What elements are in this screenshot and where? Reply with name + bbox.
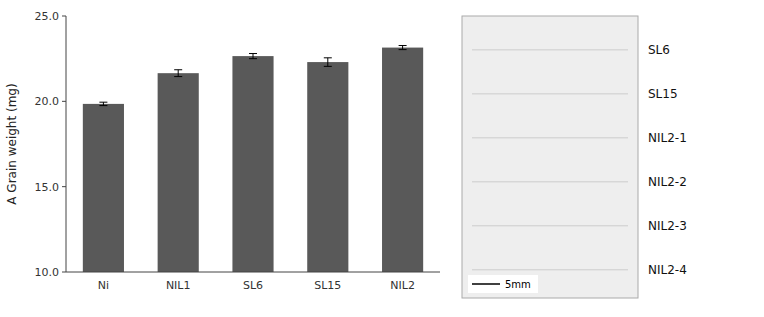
y-axis-line xyxy=(66,16,67,272)
y-axis: 10.0 15.0 20.0 25.0 xyxy=(35,10,67,279)
row-label: NIL2-4 xyxy=(648,263,687,277)
error-cap xyxy=(249,58,257,59)
bar xyxy=(158,73,199,272)
error-bar xyxy=(99,102,107,105)
error-cap xyxy=(399,45,407,46)
scale-box xyxy=(468,275,538,293)
row-label: NIL2-1 xyxy=(648,131,687,145)
error-bar xyxy=(324,58,332,67)
photo-row xyxy=(472,49,628,50)
y-tick xyxy=(62,186,66,187)
bar xyxy=(307,62,348,272)
chart-svg: 10.0 15.0 20.0 25.0 A Grain weight (mg) Ni NIL… xyxy=(0,0,764,317)
x-tick-label: NIL1 xyxy=(166,279,191,292)
error-cap xyxy=(249,53,257,54)
y-tick xyxy=(62,272,66,273)
error-cap xyxy=(399,49,407,50)
bars xyxy=(83,46,423,272)
x-axis-line xyxy=(66,272,440,273)
error-cap xyxy=(174,76,182,77)
photo-row xyxy=(472,93,628,94)
chart-root: 10.0 15.0 20.0 25.0 A Grain weight (mg) Ni NIL… xyxy=(0,0,764,317)
row-label: NIL2-3 xyxy=(648,219,687,233)
error-bar xyxy=(399,46,407,50)
y-tick-label: 10.0 xyxy=(35,266,60,279)
y-axis-label: A Grain weight (mg) xyxy=(5,83,19,204)
photo-row xyxy=(472,137,628,138)
y-tick-label: 25.0 xyxy=(35,10,60,23)
error-line xyxy=(402,46,403,50)
error-cap xyxy=(174,69,182,70)
row-label: SL6 xyxy=(648,43,670,57)
y-tick xyxy=(62,101,66,102)
y-tick-label: 15.0 xyxy=(35,181,60,194)
bar xyxy=(232,56,273,272)
bar xyxy=(83,104,124,272)
x-axis: Ni NIL1 SL6 SL15 NIL2 xyxy=(66,272,440,292)
error-line xyxy=(103,102,104,105)
error-bar xyxy=(249,54,257,59)
error-cap xyxy=(99,102,107,103)
scale-label: 5mm xyxy=(505,279,531,290)
error-cap xyxy=(99,105,107,106)
x-tick-label: SL6 xyxy=(243,279,263,292)
scale-bar xyxy=(472,283,500,285)
photo-panel: 5mm xyxy=(462,16,638,298)
error-bar xyxy=(174,70,182,77)
photo-row xyxy=(472,181,628,182)
x-tick-label: Ni xyxy=(98,279,109,292)
x-tick-label: SL15 xyxy=(314,279,341,292)
error-cap xyxy=(324,66,332,67)
row-label: NIL2-2 xyxy=(648,175,687,189)
photo-frame xyxy=(462,16,638,298)
error-line xyxy=(178,70,179,77)
photo-row xyxy=(472,269,628,270)
photo-row xyxy=(472,225,628,226)
y-tick-label: 20.0 xyxy=(35,95,60,108)
error-line xyxy=(327,58,328,67)
error-line xyxy=(253,54,254,59)
row-label: SL15 xyxy=(648,87,678,101)
bar xyxy=(382,48,423,272)
error-cap xyxy=(324,57,332,58)
y-tick xyxy=(62,16,66,17)
x-tick-label: NIL2 xyxy=(390,279,415,292)
